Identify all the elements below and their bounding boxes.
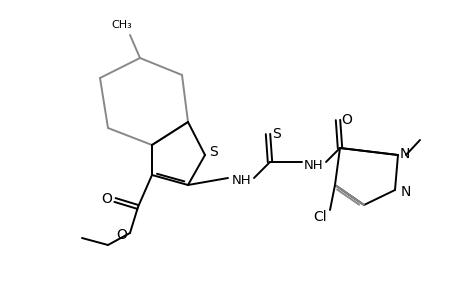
Text: O: O xyxy=(341,113,352,127)
Text: NH: NH xyxy=(232,175,251,188)
Text: O: O xyxy=(101,192,112,206)
Text: N: N xyxy=(400,185,410,199)
Text: S: S xyxy=(209,145,218,159)
Text: N: N xyxy=(399,147,409,161)
Text: S: S xyxy=(272,127,281,141)
Text: Cl: Cl xyxy=(313,210,326,224)
Text: NH: NH xyxy=(303,158,323,172)
Text: CH₃: CH₃ xyxy=(112,20,132,30)
Text: O: O xyxy=(116,228,127,242)
